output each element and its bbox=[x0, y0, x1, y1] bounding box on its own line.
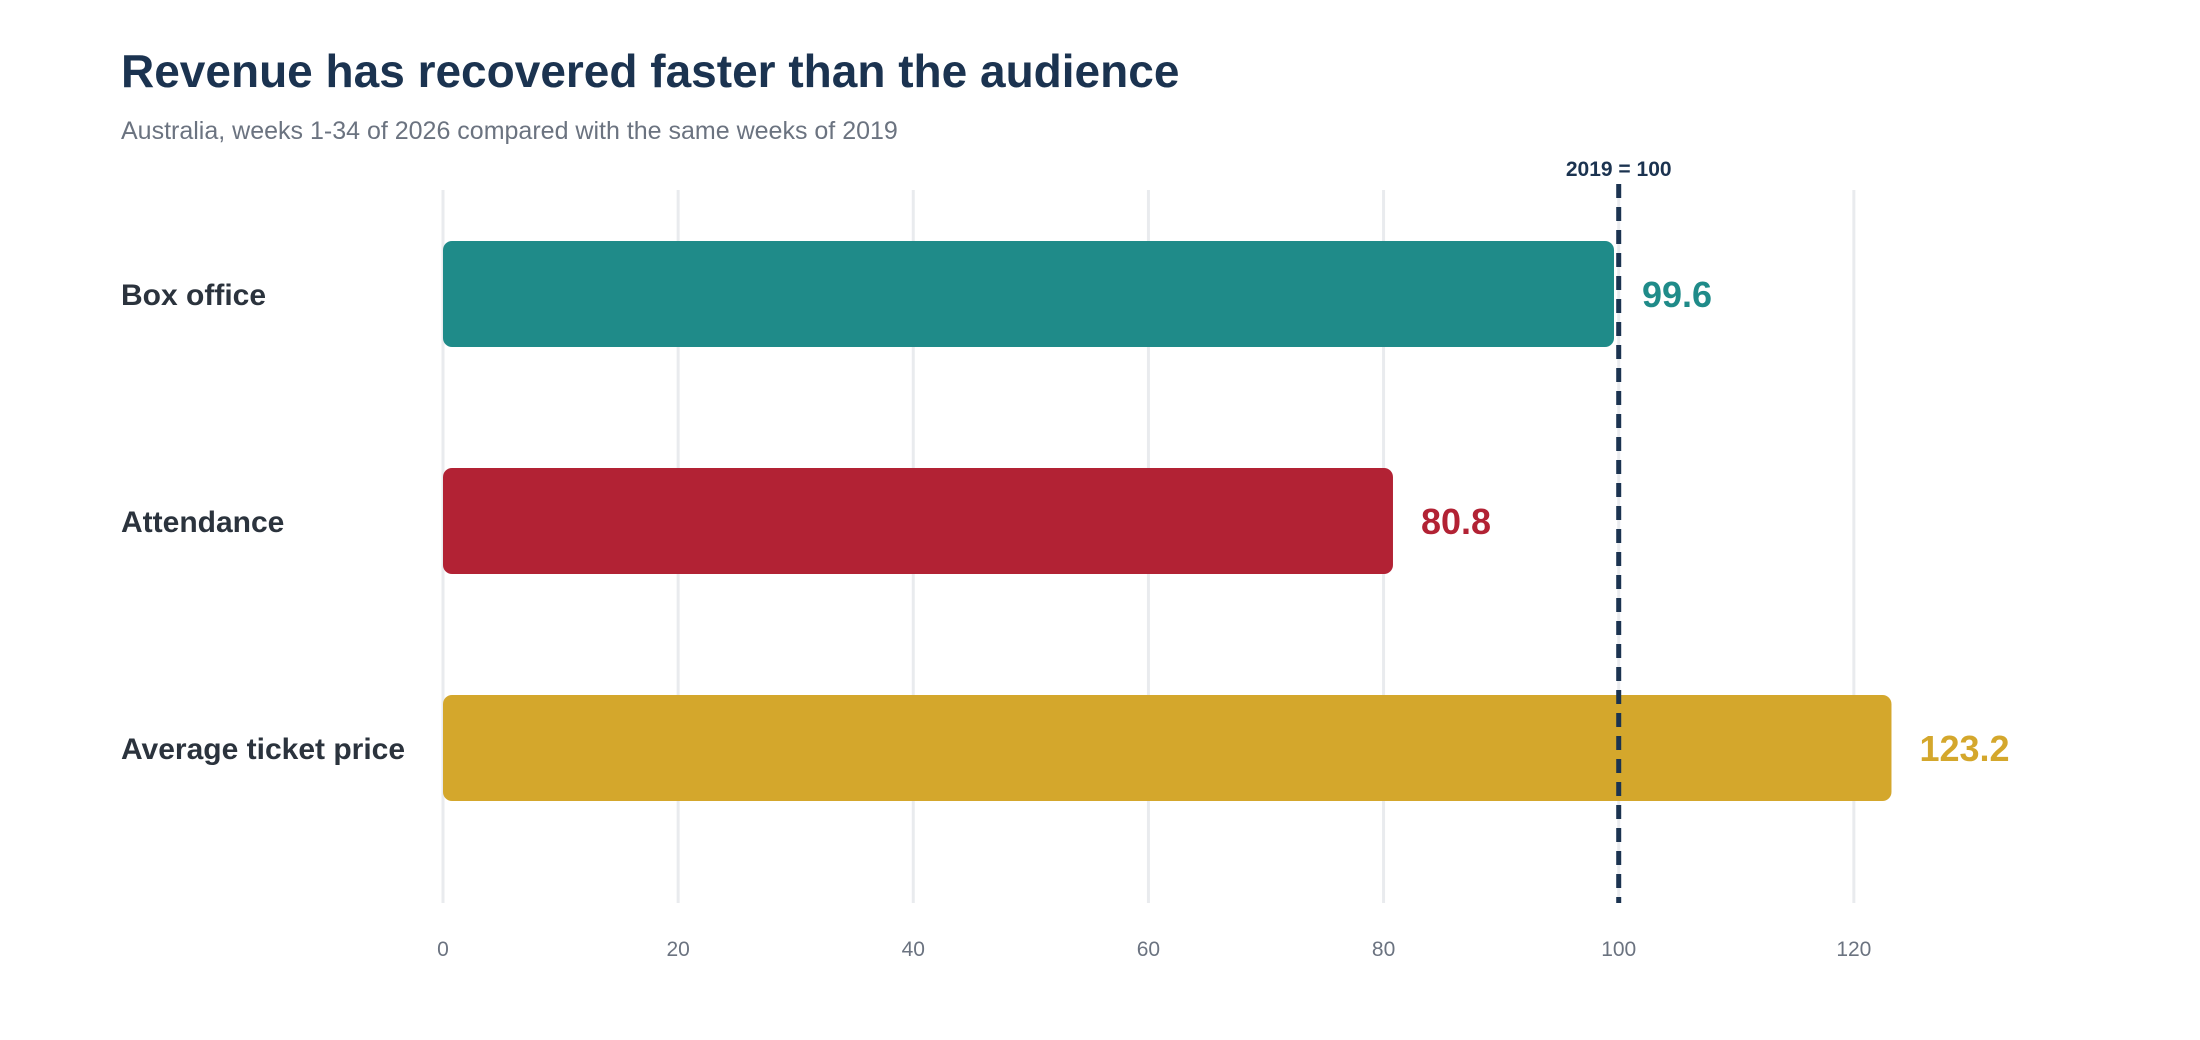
labels: Box office 99.6 Attendance 80.8 Average tick… bbox=[121, 274, 2010, 769]
category-label: Attendance bbox=[121, 506, 284, 539]
x-tick-label: 20 bbox=[666, 938, 689, 961]
x-axis-ticks: 0 20 40 60 80 100 120 bbox=[437, 938, 1871, 961]
x-tick-label: 120 bbox=[1836, 938, 1871, 961]
x-tick-label: 100 bbox=[1601, 938, 1636, 961]
reference-line-group: 2019 = 100 bbox=[1566, 158, 1672, 903]
chart-title: Revenue has recovered faster than the au… bbox=[121, 45, 1180, 97]
x-tick-label: 80 bbox=[1372, 938, 1395, 961]
value-label: 123.2 bbox=[1919, 728, 2009, 769]
value-label: 99.6 bbox=[1642, 274, 1712, 315]
x-tick-label: 0 bbox=[437, 938, 449, 961]
reference-line-label: 2019 = 100 bbox=[1566, 158, 1672, 181]
bar-box-office bbox=[443, 241, 1615, 347]
value-label: 80.8 bbox=[1421, 501, 1491, 542]
category-label: Average ticket price bbox=[121, 733, 405, 766]
bar-average-ticket-price bbox=[443, 695, 1892, 801]
x-tick-label: 40 bbox=[902, 938, 925, 961]
category-label: Box office bbox=[121, 279, 266, 312]
bar-attendance bbox=[443, 468, 1393, 574]
x-tick-label: 60 bbox=[1137, 938, 1160, 961]
chart-subtitle: Australia, weeks 1-34 of 2026 compared w… bbox=[121, 117, 898, 145]
bars bbox=[443, 241, 1892, 801]
